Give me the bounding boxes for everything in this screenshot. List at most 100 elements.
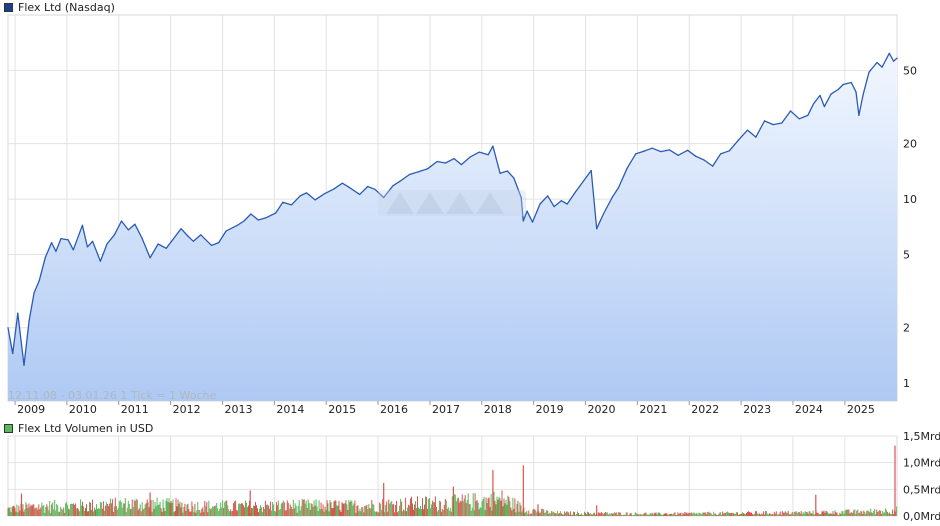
x-tick-label: 2013 — [225, 403, 253, 416]
x-tick-label: 2014 — [276, 403, 304, 416]
price-point — [626, 167, 628, 169]
price-point — [881, 66, 883, 68]
price-point — [712, 165, 714, 167]
price-point — [210, 244, 213, 246]
price-point — [643, 150, 645, 152]
price-point — [51, 242, 53, 244]
price-point — [187, 235, 189, 237]
price-point — [218, 242, 220, 244]
price-point — [868, 71, 870, 73]
x-tick-label: 2024 — [795, 403, 823, 416]
price-tick-label: 2 — [903, 322, 910, 335]
price-legend-label: Flex Ltd (Nasdaq) — [18, 0, 115, 14]
x-tick-label: 2010 — [69, 403, 97, 416]
price-tick-label: 50 — [903, 64, 917, 77]
price-point — [888, 52, 890, 54]
price-point — [60, 238, 62, 240]
x-tick-label: 2017 — [432, 403, 460, 416]
price-point — [781, 122, 783, 124]
price-point — [728, 150, 730, 152]
volume-bars — [7, 445, 898, 516]
price-point — [560, 200, 562, 202]
price-point — [469, 156, 471, 158]
price-point — [513, 177, 515, 179]
price-point — [677, 154, 679, 156]
x-tick-label: 2023 — [743, 403, 771, 416]
price-point — [383, 196, 385, 199]
price-point — [703, 159, 705, 161]
price-point — [180, 228, 182, 230]
price-point — [893, 60, 895, 62]
price-point — [522, 220, 524, 222]
volume-tick-label: 0,0Mrd — [903, 510, 940, 523]
x-tick-label: 2016 — [380, 403, 408, 416]
price-point — [531, 221, 534, 223]
price-point — [236, 224, 238, 226]
price-legend: Flex Ltd (Nasdaq) — [4, 0, 115, 14]
price-point — [38, 280, 40, 282]
price-point — [830, 93, 832, 95]
price-point — [789, 110, 792, 112]
price-point — [837, 88, 839, 91]
price-point — [17, 312, 19, 314]
price-point — [127, 229, 129, 231]
price-point — [23, 364, 25, 366]
price-point — [392, 185, 394, 187]
x-tick-label: 2011 — [121, 403, 149, 416]
price-point — [772, 124, 774, 126]
price-point — [720, 153, 722, 155]
price-point — [539, 203, 541, 205]
price-point — [635, 153, 637, 155]
price-point — [855, 91, 857, 93]
price-point — [444, 162, 447, 164]
x-tick-label: 2020 — [588, 403, 616, 416]
price-point — [566, 203, 568, 205]
x-tick-label: 2018 — [484, 403, 512, 416]
price-point — [225, 230, 227, 232]
price-point — [738, 139, 740, 141]
price-point — [400, 180, 402, 182]
price-point — [323, 193, 326, 195]
price-point — [687, 149, 689, 151]
price-point — [807, 114, 809, 116]
volume-tick-label: 0,5Mrd — [903, 483, 940, 496]
volume-tick-label: 1,0Mrd — [903, 457, 940, 470]
price-point — [192, 240, 194, 242]
price-point — [92, 240, 94, 242]
price-point — [492, 145, 494, 147]
x-axis: 2009 2010 2011 2012 2013 2014 2015 2016 2017 2018… — [14, 401, 875, 416]
price-point — [583, 180, 585, 182]
price-point — [332, 188, 334, 190]
price-point — [265, 217, 267, 219]
price-tick-label: 20 — [903, 138, 917, 151]
price-point — [67, 239, 69, 241]
price-point — [359, 193, 361, 195]
price-point — [823, 106, 826, 108]
price-point — [72, 249, 74, 251]
price-point — [553, 206, 555, 208]
price-point — [7, 327, 9, 329]
price-point — [612, 196, 614, 198]
price-point — [896, 57, 898, 59]
watermark-logo — [378, 190, 526, 216]
price-point — [850, 81, 852, 84]
price-point — [200, 234, 202, 236]
price-point — [120, 220, 123, 222]
price-point — [460, 164, 462, 166]
price-point — [876, 61, 878, 64]
price-legend-swatch — [4, 2, 13, 12]
price-tick-label: 10 — [903, 193, 917, 206]
price-point — [305, 192, 308, 194]
price-point — [660, 151, 662, 153]
price-point — [282, 201, 284, 203]
x-tick-label: 2019 — [536, 403, 564, 416]
x-tick-label: 2021 — [639, 403, 667, 416]
price-area-fill — [8, 53, 897, 402]
price-point — [106, 243, 108, 245]
x-tick-label: 2009 — [17, 403, 45, 416]
price-point — [487, 154, 489, 156]
price-point — [763, 120, 766, 122]
volume-legend-label: Flex Ltd Volumen in USD — [18, 421, 154, 435]
timeframe-info: 12.11.08 - 03.01.26 1 Tick = 1 Woche — [8, 389, 216, 402]
